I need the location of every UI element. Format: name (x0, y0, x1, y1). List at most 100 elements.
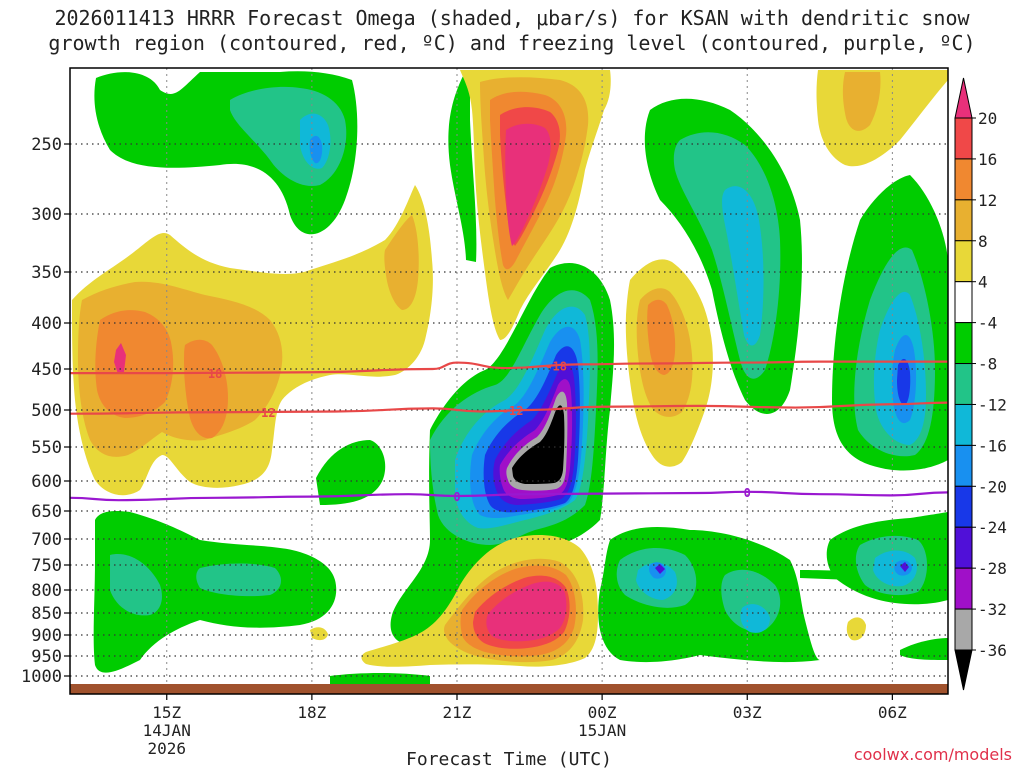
colorbar-segment-3 (954, 199, 973, 242)
colorbar-segment-9 (954, 444, 973, 487)
contour-lines: 18 12 -18 -12 0 0 (70, 359, 948, 504)
lower-mid-violet (655, 564, 665, 574)
small-rising-patch (316, 440, 386, 505)
x-tick-label-03Z: 03Z (733, 703, 762, 722)
contour-label-4: 0 (453, 490, 460, 504)
colorbar-segment-1 (954, 117, 973, 160)
y-tick-label-650: 650 (31, 502, 62, 522)
chart-title-line-1: 2026011413 HRRR Forecast Omega (shaded, … (54, 6, 970, 30)
contour-label-1: 12 (261, 406, 275, 420)
thin-rising-strip (448, 74, 477, 262)
left-subsidence-orange (95, 310, 174, 418)
colorbar-label-9: -20 (978, 477, 1007, 496)
contour-dendritic-18c (70, 360, 948, 375)
x-date-label-00Z: 15JAN (578, 721, 626, 740)
credit-link[interactable]: coolwx.com/models (853, 745, 1012, 764)
x-tick-label-15Z: 15Z (152, 703, 181, 722)
lower-left-teal (110, 554, 162, 616)
colorbar-label-7: -12 (978, 395, 1007, 414)
colorbar-segment-13 (954, 608, 973, 651)
y-tick-label-500: 500 (31, 401, 62, 421)
colorbar-segment-6 (954, 322, 973, 365)
y-tick-label-550: 550 (31, 438, 62, 458)
left-magenta-spot (114, 343, 126, 374)
upper-left-blue (309, 135, 323, 164)
contour-label-0: 18 (208, 367, 222, 381)
surface-rising-right (900, 638, 948, 660)
contour-dendritic-12c (70, 401, 948, 415)
colorbar-label-13: -36 (978, 641, 1007, 660)
colorbar-bottom-arrow (954, 649, 973, 691)
colorbar-segment-10 (954, 485, 973, 528)
contour-label-5: 0 (744, 486, 751, 500)
colorbar-label-0: 20 (978, 109, 997, 128)
upper-right-cyan (722, 186, 764, 346)
colorbar-label-12: -32 (978, 600, 1007, 619)
x-axis-label: Forecast Time (UTC) (406, 749, 612, 768)
y-tick-label-700: 700 (31, 530, 62, 550)
contour-freezing-level-0c (70, 490, 948, 502)
y-tick-label-800: 800 (31, 581, 62, 601)
omega-shading (72, 70, 948, 684)
upper-right-light-orange (842, 72, 881, 131)
surface-rising-strip (330, 673, 430, 684)
y-tick-label-400: 400 (31, 314, 62, 334)
x-year-label-15Z: 2026 (147, 739, 186, 758)
right-darkblue (897, 358, 911, 405)
contour-label-2: -18 (545, 359, 567, 373)
upper-middle-magenta (505, 123, 551, 246)
y-tick-label-1000: 1000 (21, 667, 62, 687)
colorbar-label-2: 12 (978, 191, 997, 210)
y-tick-label-850: 850 (31, 604, 62, 624)
x-date-label-15Z: 14JAN (143, 721, 191, 740)
y-tick-label-750: 750 (31, 556, 62, 576)
lower-middle-magenta (486, 581, 567, 642)
ground-surface (70, 684, 948, 694)
colorbar-segment-12 (954, 567, 973, 610)
small-yellow-1 (310, 627, 328, 641)
chart-title-line-2: growth region (contoured, red, ºC) and f… (48, 31, 976, 55)
lower-mid-cyan-2 (740, 604, 770, 633)
colorbar-label-4: 4 (978, 273, 988, 292)
y-tick-label-350: 350 (31, 263, 62, 283)
colorbar-label-6: -8 (978, 355, 997, 374)
y-tick-label-950: 950 (31, 647, 62, 667)
ground-bar (70, 684, 948, 694)
small-yellow-2 (846, 617, 866, 641)
colorbar-segment-2 (954, 158, 973, 201)
plot-frame (69, 67, 949, 695)
colorbar-top-arrow (954, 77, 973, 119)
y-tick-label-450: 450 (31, 360, 62, 380)
colorbar-label-1: 16 (978, 150, 997, 169)
colorbar-label-11: -28 (978, 559, 1007, 578)
left-subsidence-small-orange (384, 215, 419, 310)
x-tick-label-18Z: 18Z (297, 703, 326, 722)
y-tick-label-600: 600 (31, 472, 62, 492)
colorbar-segment-8 (954, 403, 973, 446)
grid-lines (70, 68, 948, 684)
lower-left-teal-2 (196, 563, 282, 597)
colorbar-segment-5 (954, 281, 973, 324)
upper-right-subsidence-yellow (816, 70, 948, 167)
x-tick-label-06Z: 06Z (878, 703, 907, 722)
colorbar-label-5: -4 (978, 314, 997, 333)
colorbar-label-3: 8 (978, 232, 988, 251)
y-tick-label-900: 900 (31, 626, 62, 646)
colorbar-segment-7 (954, 363, 973, 405)
left-subsidence-orange-2 (184, 339, 228, 439)
colorbar: 20 16 12 8 4 -4 -8 -12 -16 -20 -24 -28 -32 -36 (954, 77, 1007, 691)
chart-title: 2026011413 HRRR Forecast Omega (shaded, … (0, 6, 1024, 56)
x-tick-label-00Z: 00Z (588, 703, 617, 722)
colorbar-segment-11 (954, 526, 973, 569)
y-tick-label-250: 250 (31, 135, 62, 155)
central-black-core (512, 405, 565, 484)
contour-label-3: -12 (502, 404, 524, 418)
colorbar-segment-4 (954, 240, 973, 283)
y-tick-label-300: 300 (31, 205, 62, 225)
colorbar-label-8: -16 (978, 436, 1007, 455)
middle-orange (647, 299, 676, 375)
colorbar-label-10: -24 (978, 518, 1007, 537)
lower-mid-cyan (636, 562, 677, 600)
